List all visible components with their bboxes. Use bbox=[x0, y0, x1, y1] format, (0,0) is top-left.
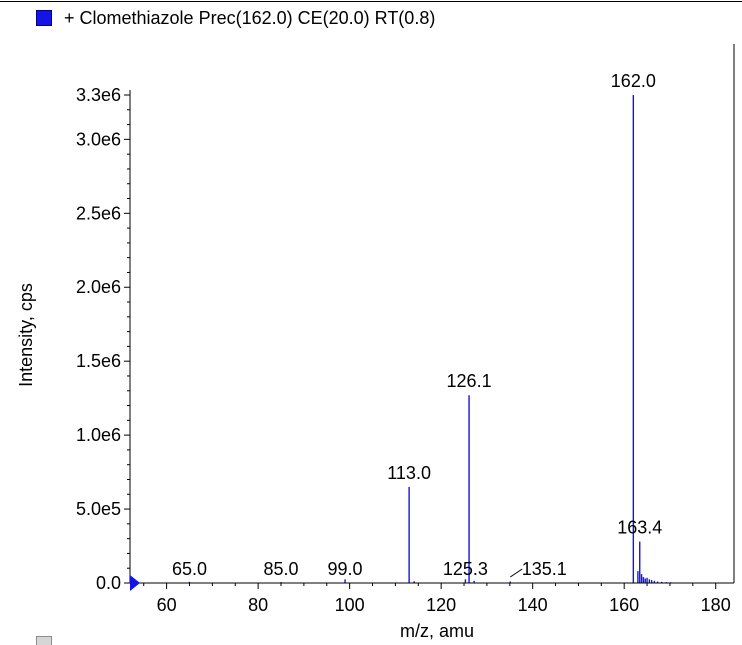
peak-leader-line bbox=[509, 568, 523, 578]
x-axis-title: m/z, amu bbox=[400, 621, 474, 641]
peak-label: 99.0 bbox=[328, 559, 363, 579]
peak-label: 113.0 bbox=[387, 463, 431, 483]
legend-label: + Clomethiazole Prec(162.0) CE(20.0) RT(… bbox=[64, 7, 436, 28]
baseline-marker bbox=[130, 575, 140, 591]
x-tick-label: 160 bbox=[609, 595, 639, 615]
x-tick-label: 120 bbox=[426, 595, 456, 615]
top-border-line bbox=[0, 1, 742, 2]
peak-bars bbox=[188, 95, 672, 583]
y-tick-label: 2.0e6 bbox=[76, 277, 121, 297]
y-tick-label: 1.5e6 bbox=[76, 351, 121, 371]
peak-labels: 65.0 85.0 99.0 113.0 125.3 126.1 135.1 162.0 163… bbox=[172, 71, 662, 579]
y-tick-label: 2.5e6 bbox=[76, 203, 121, 223]
ticks: 60 80 100 120 140 160 180 0.0 5.0e5 1.0e6 1.5e6 2.0… bbox=[76, 85, 731, 615]
y-axis-title: Intensity, cps bbox=[16, 283, 36, 387]
axes bbox=[129, 44, 735, 591]
y-tick-label: 3.3e6 bbox=[76, 85, 121, 105]
peak-label: 162.0 bbox=[611, 71, 656, 91]
peak-label: 126.1 bbox=[447, 371, 492, 391]
legend: + Clomethiazole Prec(162.0) CE(20.0) RT(… bbox=[36, 6, 435, 30]
peak-label: 163.4 bbox=[617, 518, 662, 538]
peak-label: 65.0 bbox=[172, 559, 207, 579]
y-tick-label: 3.0e6 bbox=[76, 129, 121, 149]
x-tick-label: 80 bbox=[248, 595, 268, 615]
peak-label: 85.0 bbox=[263, 559, 298, 579]
x-tick-label: 100 bbox=[335, 595, 365, 615]
peak-label: 125.3 bbox=[443, 559, 488, 579]
x-tick-label: 180 bbox=[701, 595, 731, 615]
y-tick-label: 0.0 bbox=[96, 573, 121, 593]
secondary-legend-swatch bbox=[36, 636, 52, 645]
y-tick-label: 1.0e6 bbox=[76, 425, 121, 445]
x-tick-label: 60 bbox=[157, 595, 177, 615]
x-tick-label: 140 bbox=[518, 595, 548, 615]
peak-label: 135.1 bbox=[522, 559, 567, 579]
legend-swatch bbox=[36, 10, 52, 26]
y-tick-label: 5.0e5 bbox=[76, 499, 121, 519]
